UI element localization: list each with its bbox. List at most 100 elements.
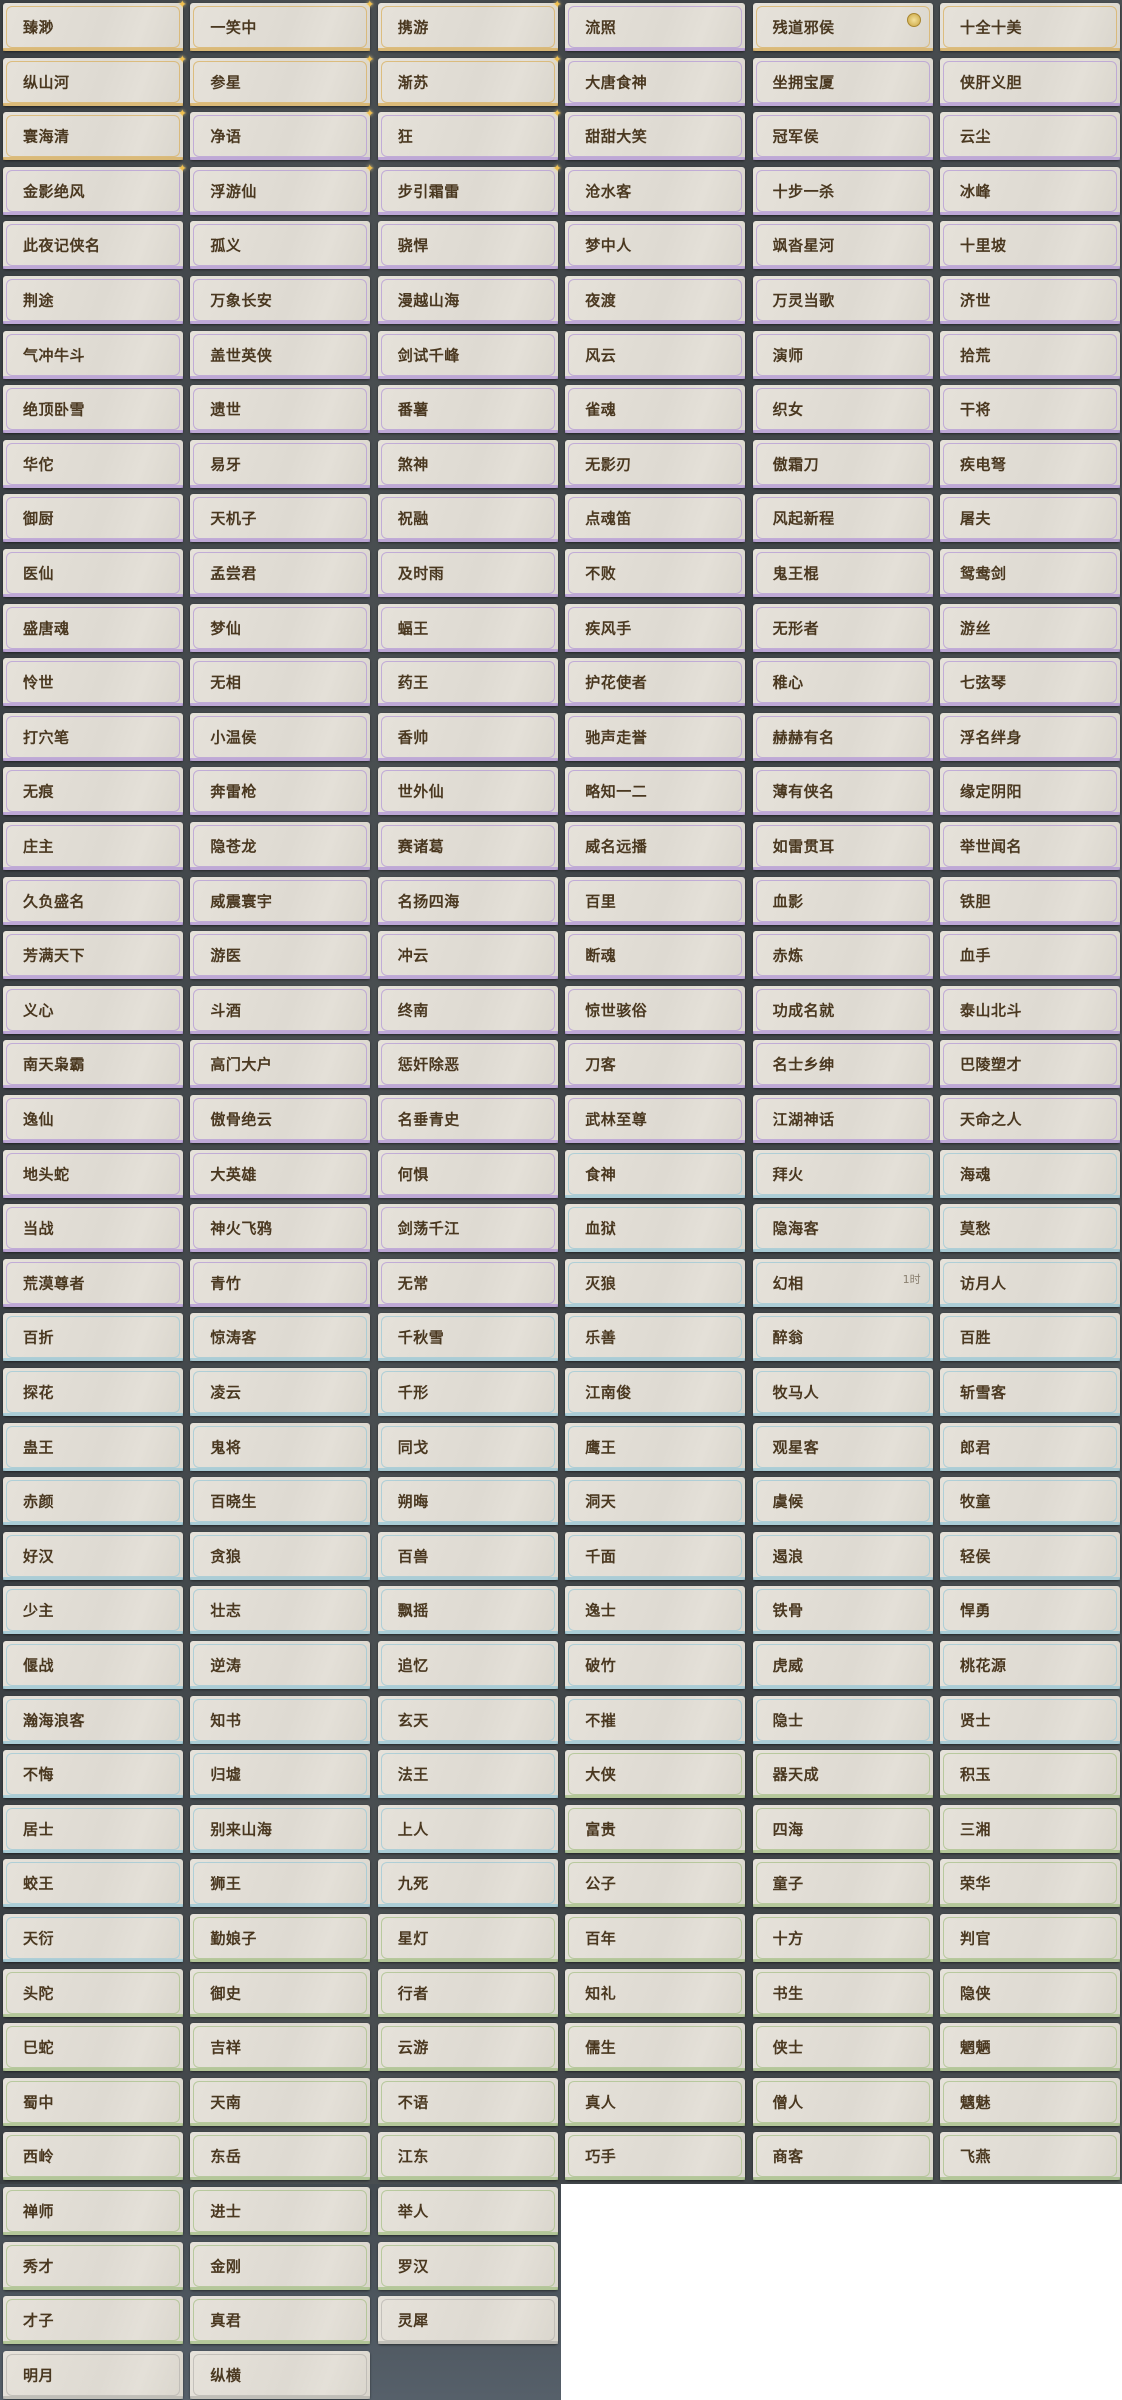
title-card[interactable]: 荣华 (940, 1859, 1120, 1908)
title-card[interactable]: 鬼王棍 (752, 549, 933, 597)
title-card[interactable]: 不败 (565, 549, 746, 597)
title-card[interactable]: 牧马人 (752, 1368, 933, 1416)
title-card[interactable]: 罗汉 (377, 2241, 558, 2290)
title-card[interactable]: 何惧 (377, 1149, 558, 1198)
title-card[interactable]: 此夜记侠名 (3, 221, 183, 270)
title-card[interactable]: 知礼 (565, 1968, 746, 2017)
title-card[interactable]: 莫愁 (940, 1204, 1120, 1253)
title-card[interactable]: 护花使者 (565, 658, 746, 707)
title-card[interactable]: 隐海客 (752, 1204, 933, 1253)
title-card[interactable]: 遏浪 (752, 1531, 933, 1580)
title-card[interactable]: 禅师 (3, 2187, 183, 2235)
title-card[interactable]: 行者 (377, 1968, 558, 2017)
title-card[interactable]: 及时雨 (377, 549, 558, 597)
title-card[interactable]: 鹰王 (565, 1422, 746, 1471)
title-card[interactable]: 游丝 (940, 603, 1120, 652)
title-card[interactable]: 蛟王 (3, 1859, 183, 1908)
title-card[interactable]: 四海 (752, 1804, 933, 1853)
title-card[interactable]: 举世闻名 (940, 822, 1120, 870)
title-card[interactable]: 甜甜大笑 (565, 112, 746, 161)
title-card[interactable]: 法王 (377, 1750, 558, 1799)
title-card[interactable]: 冰峰 (940, 166, 1120, 215)
title-card[interactable]: 游医 (190, 931, 371, 980)
title-card[interactable]: 逆涛 (190, 1641, 371, 1689)
title-card[interactable]: 香帅 (377, 712, 558, 761)
title-card[interactable]: 判官 (940, 1914, 1120, 1962)
title-card[interactable]: 华佗 (3, 439, 183, 488)
title-card[interactable]: 风云 (565, 330, 746, 379)
title-card[interactable]: 拜火 (752, 1149, 933, 1198)
title-card[interactable]: 疾风手 (565, 603, 746, 652)
title-card[interactable]: 书生 (752, 1968, 933, 2017)
title-card[interactable]: 地头蛇 (3, 1149, 183, 1198)
title-card[interactable]: 天衍 (3, 1914, 183, 1962)
title-card[interactable]: 同戈 (377, 1422, 558, 1471)
title-card[interactable]: 不悔 (3, 1750, 183, 1799)
title-card[interactable]: 好汉 (3, 1531, 183, 1580)
title-card[interactable]: 牧童 (940, 1477, 1120, 1526)
title-card[interactable]: 知书 (190, 1695, 371, 1744)
title-card[interactable]: 魍魉 (940, 2023, 1120, 2072)
title-card[interactable]: 终南 (377, 985, 558, 1034)
title-card[interactable]: 夜渡 (565, 276, 746, 324)
title-card[interactable]: 缘定阴阳 (940, 767, 1120, 816)
title-card[interactable]: 隐侠 (940, 1968, 1120, 2017)
title-card[interactable]: 断魂 (565, 931, 746, 980)
title-card[interactable]: 坐拥宝厦 (752, 57, 933, 106)
title-card[interactable]: 神火飞鸦 (190, 1204, 371, 1253)
title-card[interactable]: 公子 (565, 1859, 746, 1908)
title-card[interactable]: 泰山北斗 (940, 985, 1120, 1034)
title-card[interactable]: 赤炼 (752, 931, 933, 980)
title-card[interactable]: 荒漠尊者 (3, 1258, 183, 1307)
title-card[interactable]: 遗世 (190, 385, 371, 434)
title-card[interactable]: 沧水客 (565, 166, 746, 215)
title-card[interactable]: 梦仙 (190, 603, 371, 652)
title-card[interactable]: 浮名绊身 (940, 712, 1120, 761)
title-card[interactable]: 侠肝义胆 (940, 57, 1120, 106)
title-card[interactable]: 拾荒 (940, 330, 1120, 379)
title-card[interactable]: 血手 (940, 931, 1120, 980)
title-card[interactable]: 煞神 (377, 439, 558, 488)
title-card[interactable]: 玄天 (377, 1695, 558, 1744)
title-card[interactable]: 冠军侯 (752, 112, 933, 161)
title-card[interactable]: 参星 ✦ (190, 53, 374, 106)
title-card[interactable]: 巧手 (565, 2132, 746, 2181)
title-card[interactable]: 万象长安 (190, 276, 371, 324)
title-card[interactable]: 商客 (752, 2132, 933, 2181)
title-card[interactable]: 悍勇 (940, 1586, 1120, 1635)
title-card[interactable]: 御厨 (3, 494, 183, 543)
title-card[interactable]: 侠士 (752, 2023, 933, 2072)
title-card[interactable]: 大唐食神 (565, 57, 746, 106)
title-card[interactable]: 真君 (190, 2296, 371, 2345)
title-card[interactable]: 薄有侠名 (752, 767, 933, 816)
title-card[interactable]: 小温侯 (190, 712, 371, 761)
title-card[interactable]: 西岭 (3, 2132, 183, 2181)
title-card[interactable]: 名垂青史 (377, 1095, 558, 1143)
title-card[interactable]: 番薯 (377, 385, 558, 434)
title-card[interactable]: 驰声走誉 (565, 712, 746, 761)
title-card[interactable]: 干将 (940, 385, 1120, 434)
title-card[interactable]: 奔雷枪 (190, 767, 371, 816)
title-card[interactable]: 贤士 (940, 1695, 1120, 1744)
title-card[interactable]: 天机子 (190, 494, 371, 543)
title-card[interactable]: 海魂 (940, 1149, 1120, 1198)
title-card[interactable]: 漫越山海 (377, 276, 558, 324)
title-card[interactable]: 惊世骇俗 (565, 985, 746, 1034)
title-card[interactable]: 气冲牛斗 (3, 330, 183, 379)
title-card[interactable]: 高门大户 (190, 1040, 371, 1089)
title-card[interactable]: 大侠 (565, 1750, 746, 1799)
title-card[interactable]: 器天成 (752, 1750, 933, 1799)
title-card[interactable]: 别来山海 (190, 1804, 371, 1853)
title-card[interactable]: 狮王 (190, 1859, 371, 1908)
title-card[interactable]: 十方 (752, 1914, 933, 1962)
title-card[interactable]: 孤义 (190, 221, 371, 270)
title-card[interactable]: 威震寰宇 (190, 876, 371, 925)
title-card[interactable]: 天南 (190, 2077, 371, 2126)
title-card[interactable]: 孟尝君 (190, 549, 371, 597)
title-card[interactable]: 残道邪侯 (752, 3, 933, 51)
title-card[interactable]: 举人 (377, 2187, 558, 2235)
title-card[interactable]: 怜世 (3, 658, 183, 707)
title-card[interactable]: 金影绝风 ✦ (3, 162, 187, 215)
title-card[interactable]: 风起新程 (752, 494, 933, 543)
title-card[interactable]: 傲骨绝云 (190, 1095, 371, 1143)
